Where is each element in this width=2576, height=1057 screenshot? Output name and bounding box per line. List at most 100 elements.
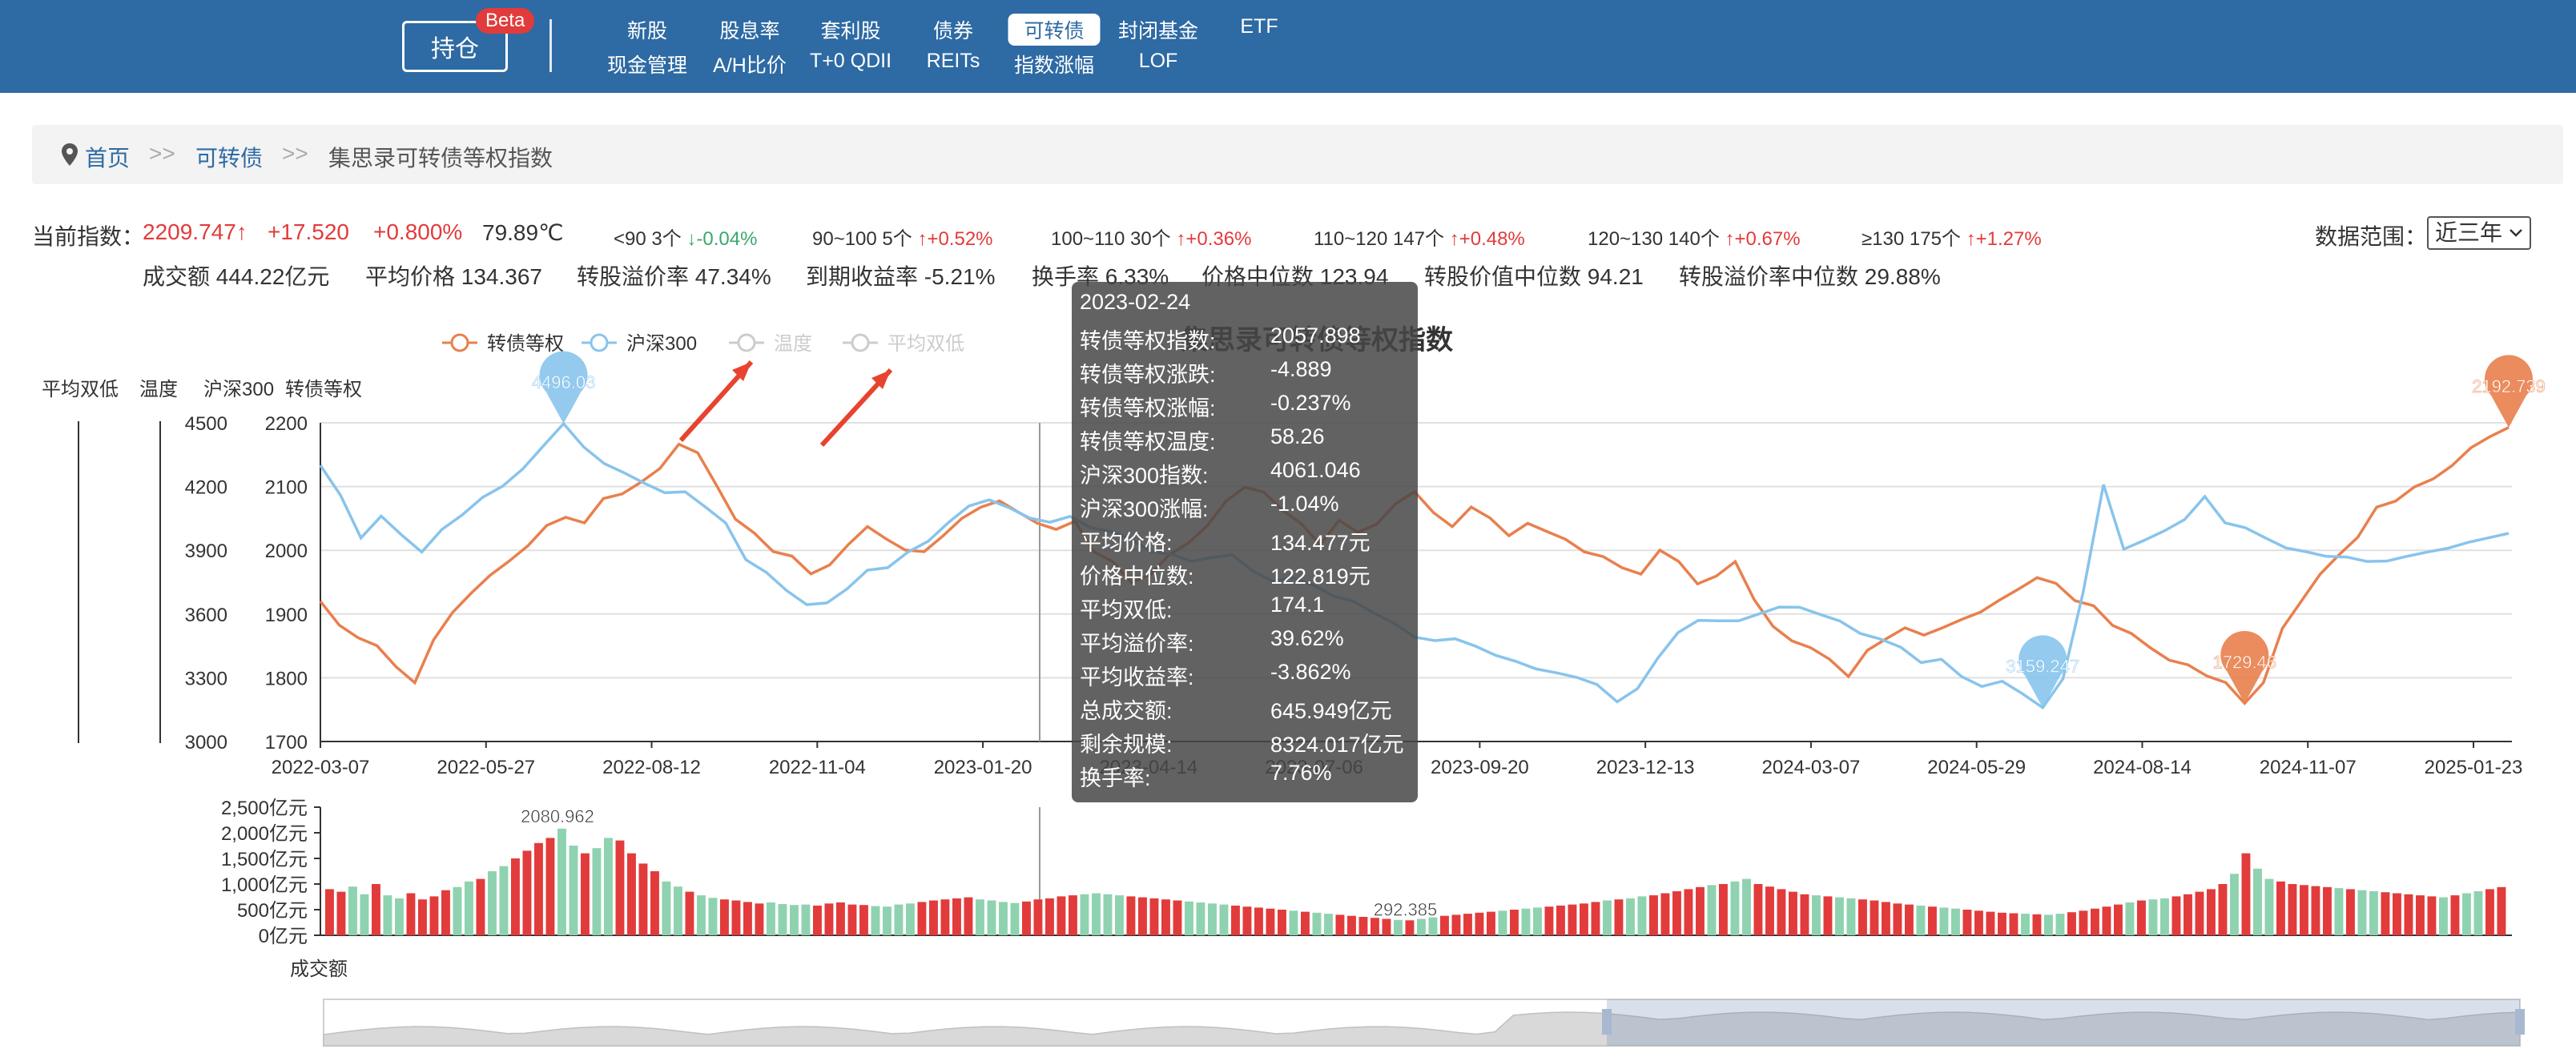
nav-item-5[interactable]: 封闭基金 [1117, 20, 1199, 42]
volume-bar [1371, 918, 1379, 935]
volume-bar [1893, 903, 1902, 935]
tooltip-row-value: 174.1 [1270, 593, 1325, 617]
nav-item-row2-4[interactable]: 指数涨幅 [1013, 54, 1095, 77]
x-tick-label: 2025-01-23 [2425, 757, 2523, 778]
volume-bar [1812, 895, 1821, 935]
volume-bar [406, 893, 416, 935]
volume-bar [650, 871, 659, 935]
axis-name-double-low: 平均双低 [42, 379, 119, 400]
current-index-value: 2209.747↑ [143, 219, 248, 244]
hold-button[interactable]: 持仓 [402, 21, 508, 72]
volume-bar [720, 899, 729, 935]
volume-bar [1335, 914, 1345, 935]
volume-bar [1986, 911, 1995, 935]
breadcrumb-home-link[interactable]: 首页 [85, 146, 131, 171]
volume-bar [2288, 884, 2297, 935]
data-zoom-slider[interactable] [323, 999, 2525, 1047]
volume-bar [545, 838, 555, 935]
volume-bar [1173, 900, 1182, 935]
legend-item-0[interactable]: 转债等权 [442, 333, 564, 355]
volume-bar [1916, 905, 1926, 935]
volume-bar [395, 898, 404, 935]
summary-stat-6: 转股价值中位数 94.21 [1424, 264, 1644, 289]
bucket-label: 110~120 147个 [1314, 228, 1450, 250]
volume-bar [755, 903, 764, 935]
bucket-3: 110~120 147个 ↑+0.48% [1314, 223, 1525, 251]
volume-bar [2357, 890, 2367, 935]
volume-bar [1603, 900, 1612, 935]
y-tick-hs300: 3000 [185, 732, 227, 754]
volume-bar [1033, 899, 1043, 935]
nav-item-6[interactable]: ETF [1240, 15, 1278, 38]
volume-bar [1580, 903, 1588, 935]
nav-item-0[interactable]: 新股 [626, 20, 668, 42]
volume-bar [894, 904, 904, 935]
nav-item-row2-5[interactable]: LOF [1138, 50, 1178, 72]
tooltip-row-value: 7.76% [1270, 761, 1332, 785]
nav-item-3[interactable]: 债券 [932, 20, 974, 42]
volume-bar [1962, 910, 1972, 935]
volume-bar [2207, 889, 2216, 935]
volume-bar [638, 863, 648, 935]
volume-bar [2114, 904, 2123, 935]
volume-bar [2311, 886, 2320, 935]
volume-bar [1080, 894, 1089, 935]
volume-bar [767, 902, 775, 935]
x-tick-label: 2024-03-07 [1762, 757, 1861, 778]
location-pin-icon [62, 143, 78, 166]
legend-item-2[interactable]: 温度 [729, 333, 812, 355]
range-select[interactable]: 近三年 [2427, 216, 2531, 250]
zoom-handle-left[interactable] [1602, 1009, 1612, 1035]
volume-bar [1882, 902, 1890, 935]
volume-bar [2497, 886, 2506, 935]
zoom-handle-right[interactable] [2515, 1009, 2525, 1035]
breadcrumb-convertible-link[interactable]: 可转债 [195, 146, 264, 171]
volume-bar [1544, 906, 1554, 935]
marker-min-2: 1729.46 [2212, 630, 2277, 704]
bucket-pct: ↑+1.27% [1966, 228, 2042, 250]
volume-y-label: 成交额 [290, 959, 348, 980]
nav-item-row2-0[interactable]: 现金管理 [606, 54, 688, 77]
svg-text:1729.46: 1729.46 [2213, 652, 2277, 672]
nav-item-row2-1[interactable]: A/H比价 [713, 54, 787, 77]
nav-item-4[interactable]: 可转债 [1008, 14, 1101, 46]
tooltip-row-label: 平均双低: [1080, 598, 1173, 622]
nav-item-row2-3[interactable]: REITs [926, 50, 980, 72]
volume-bar [1254, 907, 1263, 935]
x-tick-label: 2024-11-07 [2260, 757, 2357, 778]
volume-bar [581, 853, 590, 935]
tooltip-row-label: 转债等权指数: [1080, 329, 1216, 353]
tooltip-row-value: 134.477元 [1270, 531, 1371, 555]
volume-bar [2125, 902, 2135, 935]
legend-item-3[interactable]: 平均双低 [843, 333, 964, 355]
nav-item-row2-2[interactable]: T+0 QDII [809, 50, 892, 72]
tooltip-row-label: 转债等权涨幅: [1080, 396, 1216, 420]
x-tick-label: 2024-08-14 [2093, 757, 2192, 778]
nav-item-2[interactable]: 套利股 [820, 20, 881, 42]
volume-y-tick: 500亿元 [237, 900, 308, 922]
volume-bar [1800, 894, 1809, 935]
volume-bar [871, 906, 880, 935]
volume-bar [2381, 892, 2390, 935]
volume-bar [1753, 884, 1763, 935]
bucket-1: 90~100 5个 ↑+0.52% [812, 223, 993, 251]
nav-item-1[interactable]: 股息率 [719, 20, 780, 42]
svg-text:转债等权: 转债等权 [487, 333, 564, 355]
y-tick-cb: 2100 [265, 477, 308, 499]
volume-bar [1823, 896, 1833, 935]
volume-bar [2462, 893, 2471, 935]
volume-bar [1312, 912, 1322, 935]
volume-bar [999, 902, 1008, 935]
volume-bar [2276, 881, 2285, 935]
y-tick-cb: 1800 [265, 668, 308, 689]
volume-bar [1614, 899, 1624, 935]
summary-stat-0: 成交额 444.22亿元 [143, 264, 330, 289]
volume-bar [1057, 896, 1066, 935]
tooltip-row-label: 沪深300涨幅: [1080, 497, 1209, 521]
volume-bar [1208, 903, 1217, 935]
volume-bar [1010, 902, 1020, 935]
volume-bar [2184, 894, 2192, 935]
breadcrumb-separator: >> [282, 141, 308, 166]
legend-item-1[interactable]: 沪深300 [582, 333, 697, 355]
volume-bar [1405, 920, 1415, 935]
